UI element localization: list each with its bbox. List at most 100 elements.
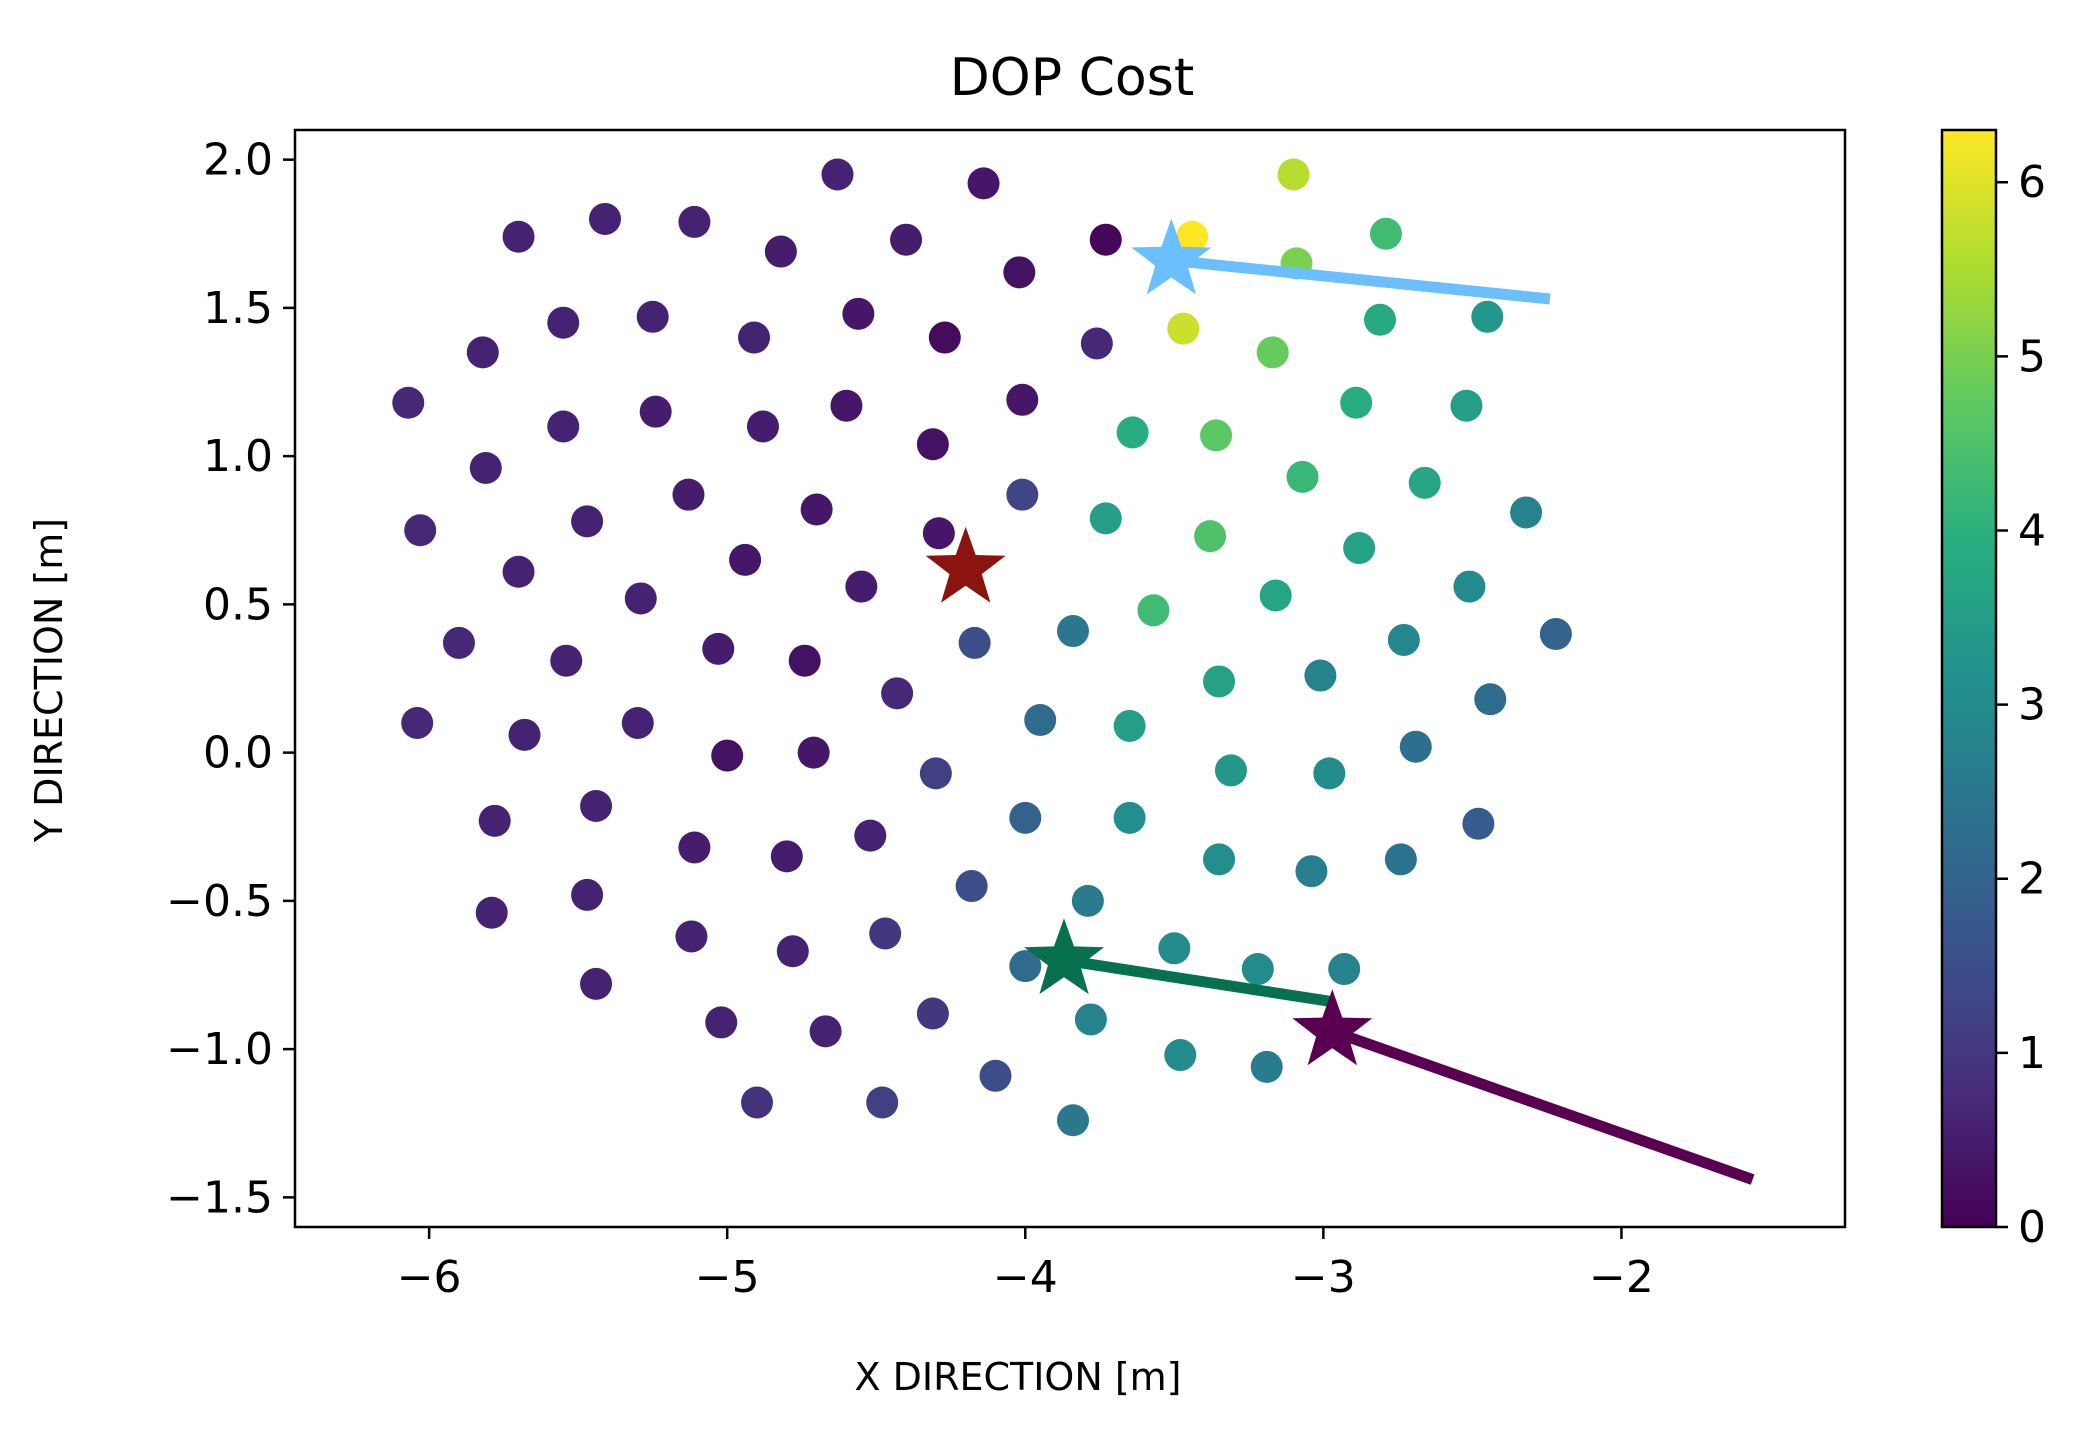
scatter-point: [1340, 386, 1373, 419]
scatter-point: [916, 997, 949, 1030]
scatter-point: [404, 514, 437, 547]
scatter-point: [571, 878, 604, 911]
plot-frame: [293, 128, 1847, 1229]
scatter-point: [675, 920, 708, 953]
scatter-point: [770, 840, 803, 873]
scatter-point: [738, 321, 771, 354]
colorbar-ticks: 0 1 2 3 4 5 6: [1996, 157, 2046, 1253]
x-tick-label: −6: [397, 1252, 462, 1303]
scatter-point: [469, 451, 502, 484]
colorbar-tick-label: 0: [2018, 1202, 2046, 1253]
scatter-point: [1137, 594, 1170, 627]
scatter-point: [919, 757, 952, 790]
scatter-point: [1453, 570, 1486, 603]
scatter-point: [1176, 220, 1209, 253]
scatter-point: [580, 789, 613, 822]
scatter-point: [678, 205, 711, 238]
scatter-point: [1277, 158, 1310, 191]
scatter-point: [1113, 801, 1146, 834]
scatter-point: [702, 632, 735, 665]
x-tick-label: −5: [695, 1252, 760, 1303]
scatter-point: [636, 300, 669, 333]
scatter-point: [746, 410, 779, 443]
scatter-point: [466, 336, 499, 369]
scatter-point: [821, 158, 854, 191]
scatter-point: [800, 493, 833, 526]
colorbar-tick-label: 1: [2018, 1028, 2046, 1079]
trajectory-line: [1063, 954, 1334, 1008]
scatter-point: [1256, 336, 1289, 369]
scatter-point: [1328, 953, 1361, 986]
scatter-point: [502, 220, 535, 253]
scatter-point: [1009, 801, 1042, 834]
scatter-point: [401, 706, 434, 739]
scatter-point: [764, 235, 797, 268]
scatter-point: [624, 582, 657, 615]
scatter-point: [1539, 618, 1572, 651]
y-tick-label: 0.5: [203, 579, 273, 630]
scatter-point: [1462, 807, 1495, 840]
scatter-point: [1384, 843, 1417, 876]
trajectory-line: [1170, 254, 1551, 305]
star-marker: [925, 526, 1006, 603]
scatter-point: [678, 831, 711, 864]
x-axis-label: X DIRECTION [m]: [854, 1355, 1181, 1399]
scatter-point: [639, 395, 672, 428]
scatter-point: [797, 736, 830, 769]
scatter-point: [550, 644, 583, 677]
scatter-point: [955, 870, 988, 903]
scatter-point: [916, 428, 949, 461]
colorbar-tick-label: 6: [2018, 157, 2046, 208]
trajectory-star-marker: [1024, 918, 1104, 995]
scatter-point: [729, 543, 762, 576]
scatter-point: [442, 626, 475, 659]
colorbar-tick-label: 4: [2018, 505, 2046, 556]
y-tick-label: 1.5: [203, 283, 273, 334]
colorbar-tick-label: 3: [2018, 680, 2046, 731]
scatter-point: [1408, 466, 1441, 499]
scatter-point: [475, 896, 508, 929]
trajectory-line: [1330, 1026, 1755, 1185]
colorbar-tick-label: 5: [2018, 331, 2046, 382]
scatter-point: [571, 505, 604, 538]
y-tick-label: −0.5: [166, 876, 273, 927]
scatter-point: [1089, 502, 1122, 535]
scatter-point: [1071, 884, 1104, 917]
scatter-point: [1116, 416, 1149, 449]
x-axis-ticks: −6 −5 −4 −3 −2: [397, 1227, 1654, 1303]
scatter-point: [1450, 389, 1483, 422]
scatter-point: [928, 321, 961, 354]
scatter-point: [1194, 520, 1227, 553]
scatter-point: [1006, 478, 1039, 511]
y-tick-label: −1.0: [166, 1024, 273, 1075]
trajectory-star-marker: [1292, 989, 1373, 1066]
scatter-point: [741, 1086, 774, 1119]
scatter-point: [1474, 683, 1507, 716]
scatter-point: [1164, 1039, 1197, 1072]
scatter-point: [830, 389, 863, 422]
scatter-point: [502, 555, 535, 588]
y-tick-label: 0.0: [203, 728, 273, 779]
scatter-point: [392, 386, 425, 419]
scatter-point: [1003, 256, 1036, 289]
scatter-point: [1158, 932, 1191, 965]
scatter-point: [580, 967, 613, 1000]
scatter-point: [958, 626, 991, 659]
scatter-point: [1203, 843, 1236, 876]
colorbar-tick-label: 2: [2018, 854, 2046, 905]
scatter-point: [1006, 383, 1039, 416]
scatter-point: [508, 718, 541, 751]
scatter-point: [1056, 1104, 1089, 1137]
scatter-point: [1089, 223, 1122, 256]
scatter-point: [890, 223, 923, 256]
scatter-point: [1313, 757, 1346, 790]
scatter-point: [1203, 665, 1236, 698]
scatter-point: [672, 478, 705, 511]
scatter-point: [1074, 1003, 1107, 1036]
scatter-point: [711, 739, 744, 772]
trajectory-star-marker: [1131, 218, 1212, 295]
scatter-point: [1250, 1050, 1283, 1083]
scatter-point: [1167, 312, 1200, 345]
scatter-point: [1399, 730, 1432, 763]
